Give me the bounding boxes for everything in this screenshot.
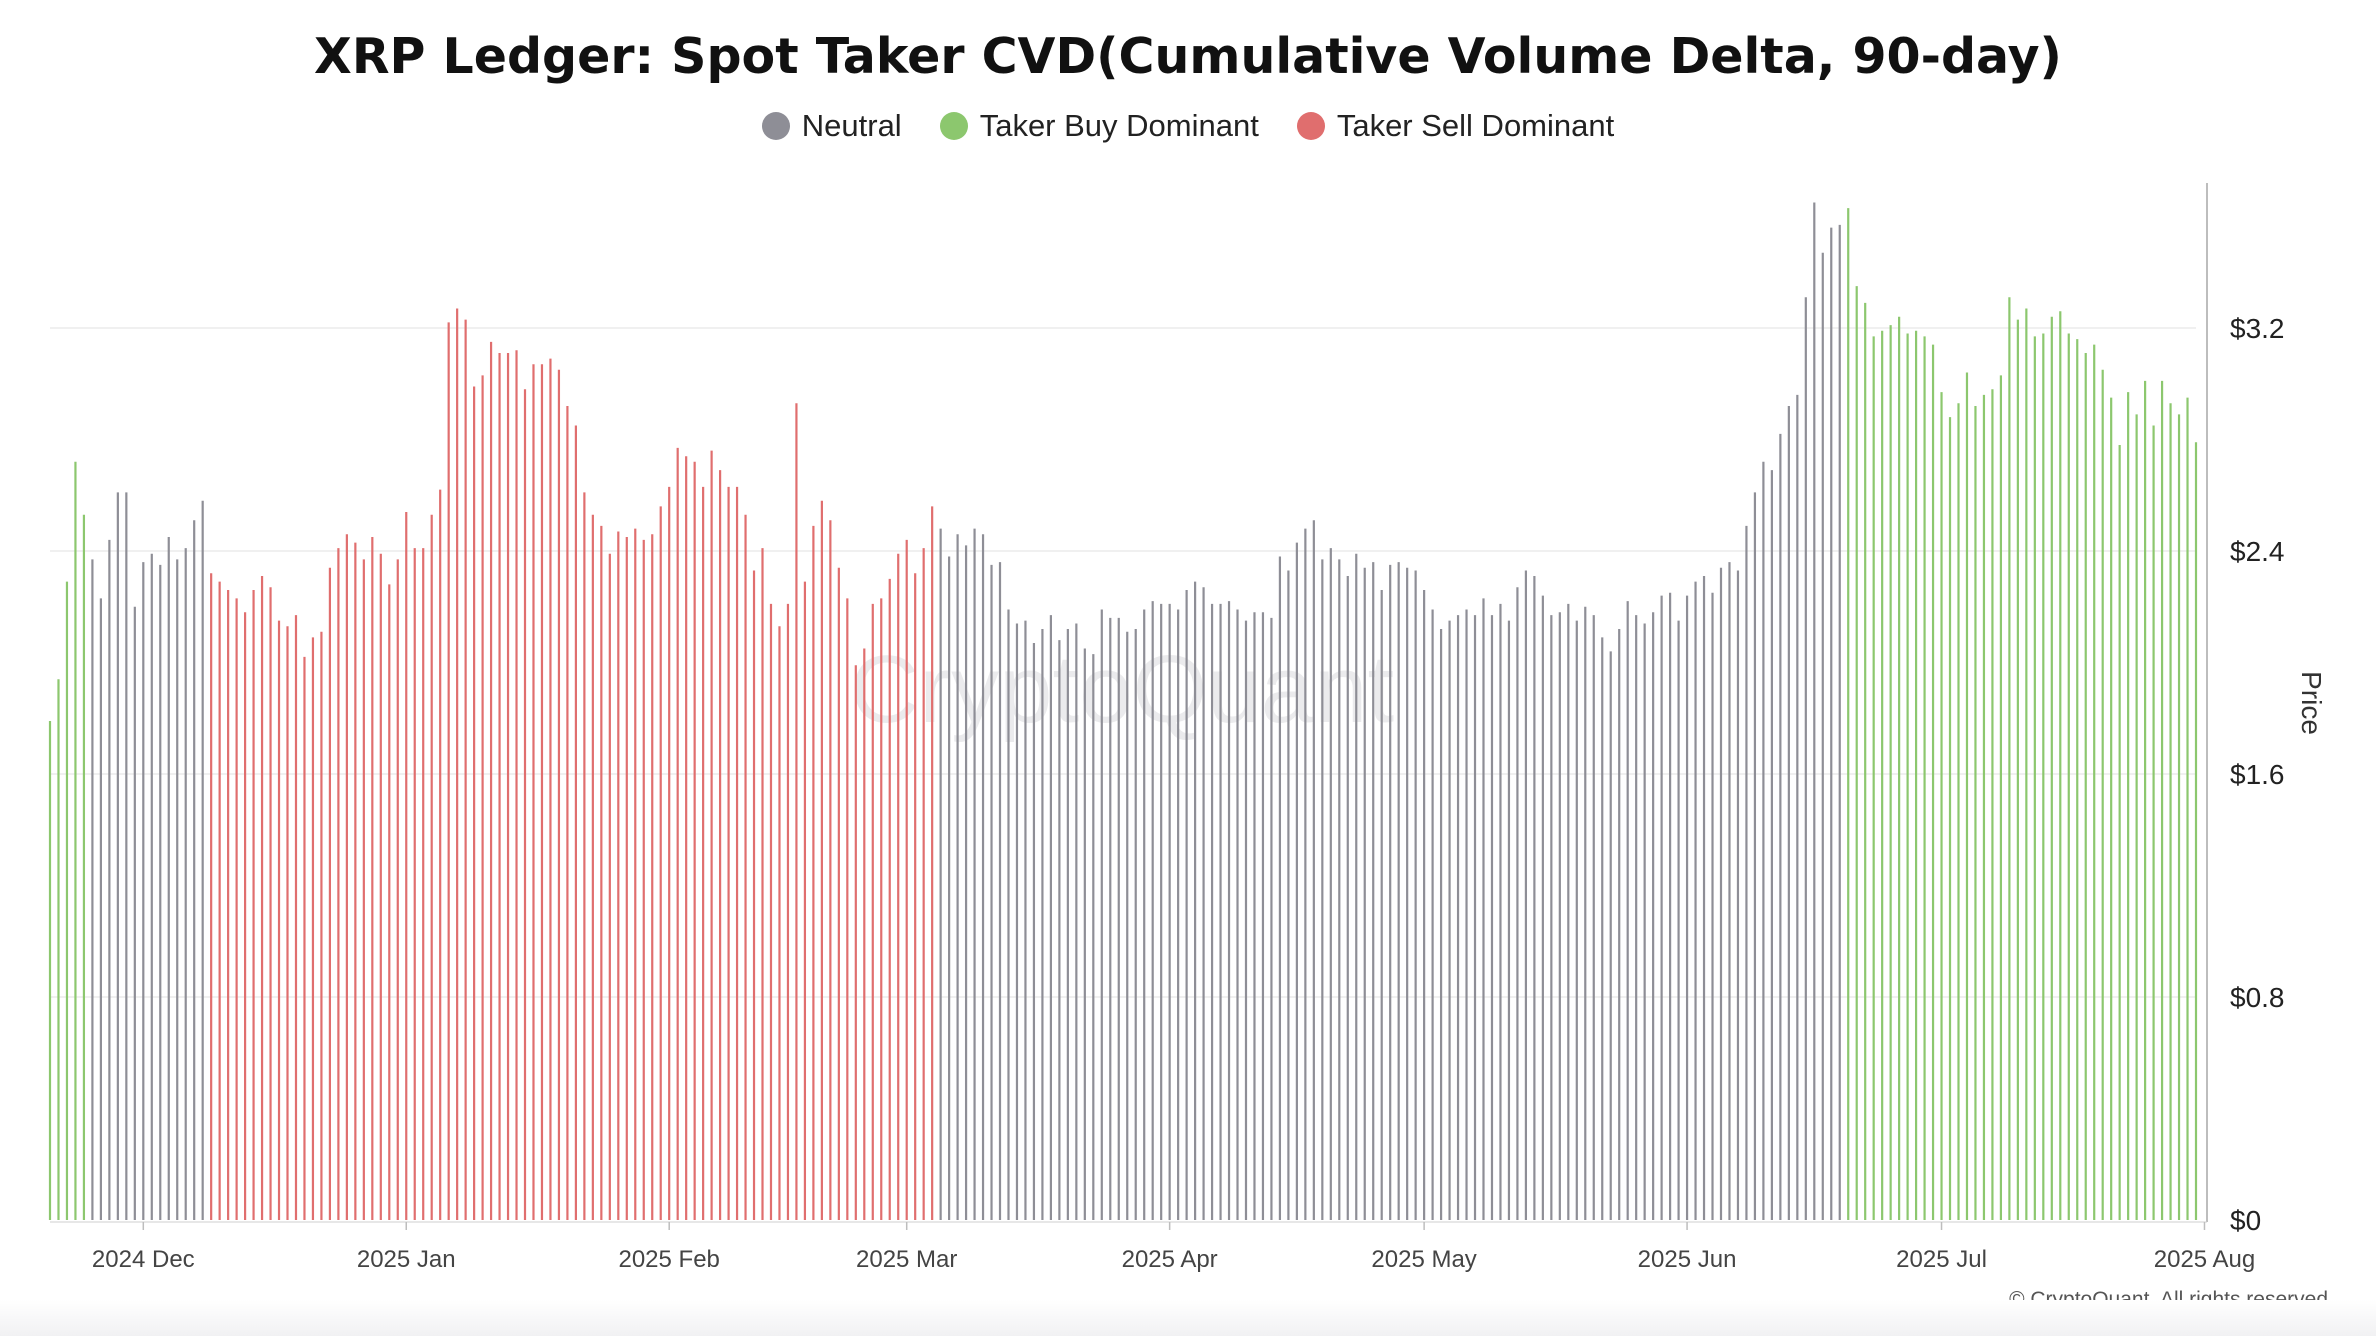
grid-lines [50,327,2196,998]
date-axis-ticks: 2024 Dec 2025 Jan 2025 Feb 2025 Mar 2025 Apr… [92,1222,2255,1273]
x-tick-label: 2025 Jan [357,1246,456,1273]
legend-dot-sell-icon [1296,112,1325,140]
y-tick-label: $0.8 [2230,982,2285,1013]
legend-dot-neutral-icon [761,112,790,140]
chart-title: XRP Ledger: Spot Taker CVD(Cumulative Vo… [314,28,2062,85]
y-tick-label: $0 [2230,1205,2261,1236]
legend-label-taker-sell: Taker Sell Dominant [1336,108,1615,143]
x-tick-label: 2025 May [1371,1246,1476,1273]
y-axis-title: Price [2296,671,2327,735]
legend-item-taker-sell[interactable]: Taker Sell Dominant [1296,108,1615,144]
x-tick-label: 2025 Feb [618,1246,719,1273]
x-tick-label: 2025 Mar [856,1246,957,1273]
y-tick-label: $2.4 [2230,536,2285,567]
x-tick-label: 2025 Jun [1638,1246,1737,1273]
legend-label-taker-buy: Taker Buy Dominant [979,108,1259,143]
chart-legend: Neutral Taker Buy Dominant Taker Sell Do… [0,108,2376,144]
legend-item-taker-buy[interactable]: Taker Buy Dominant [939,108,1259,144]
legend-label-neutral: Neutral [801,108,902,143]
x-tick-label: 2025 Aug [2154,1246,2255,1273]
x-tick-label: 2025 Jul [1896,1246,1987,1273]
bottom-fade [0,1300,2376,1336]
price-bars [48,202,2198,1220]
legend-item-neutral[interactable]: Neutral [761,108,902,144]
price-axis-ticks: $0 $0.8 $1.6 $2.4 $3.2 [2230,313,2285,1236]
x-tick-label: 2024 Dec [92,1246,195,1273]
y-tick-label: $3.2 [2230,313,2285,344]
y-tick-label: $1.6 [2230,759,2285,790]
x-tick-label: 2025 Apr [1122,1246,1218,1273]
legend-dot-buy-icon [939,112,968,140]
